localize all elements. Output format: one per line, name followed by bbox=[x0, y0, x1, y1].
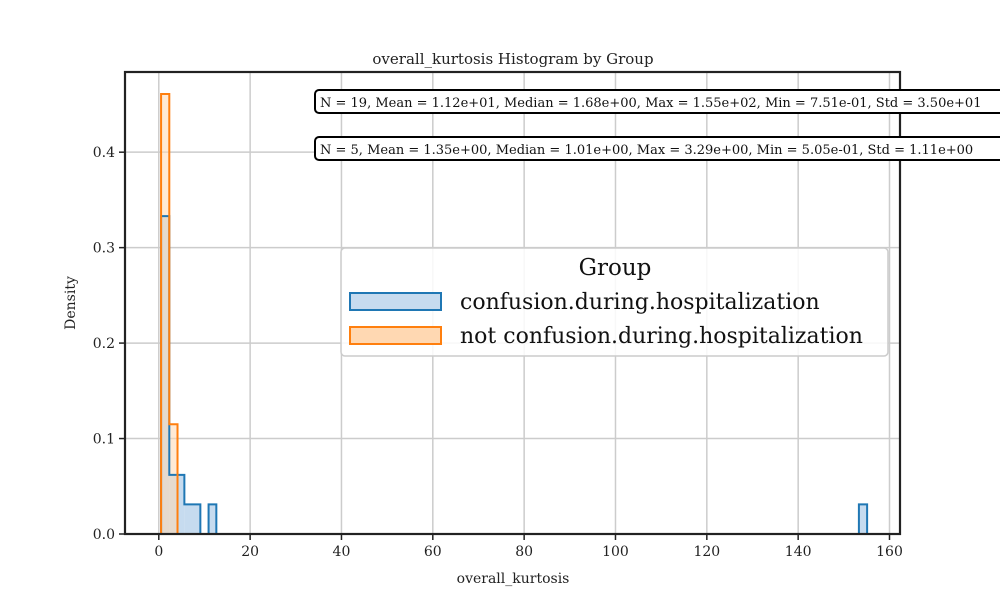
x-tick-label: 100 bbox=[602, 544, 629, 560]
x-tick-label: 160 bbox=[876, 544, 903, 560]
y-tick-label: 0.1 bbox=[93, 432, 115, 448]
legend-title: Group bbox=[579, 255, 652, 281]
legend: Group confusion.during.hospitalization n… bbox=[340, 247, 889, 357]
axes: 0 20 40 60 80 100 120 140 160 0.0 0.1 0.2 0.3 0.4 bbox=[93, 70, 903, 560]
y-axis-label: Density bbox=[63, 276, 79, 330]
histogram-bars bbox=[160, 92, 869, 535]
legend-swatch-confusion bbox=[349, 292, 442, 311]
legend-label-confusion: confusion.during.hospitalization bbox=[460, 290, 820, 315]
x-tick-label: 80 bbox=[515, 544, 533, 560]
stats-text-1: N = 19, Mean = 1.12e+01, Median = 1.68e+… bbox=[320, 96, 981, 111]
chart-title: overall_kurtosis Histogram by Group bbox=[372, 50, 653, 68]
x-tick-label: 60 bbox=[424, 544, 442, 560]
plot-frame bbox=[123, 70, 902, 536]
histogram-bar-fill bbox=[184, 504, 201, 534]
x-tick-label: 40 bbox=[333, 544, 351, 560]
histogram-bar-fill bbox=[208, 504, 217, 534]
histogram-bar-fill bbox=[858, 504, 868, 534]
y-tick-label: 0.0 bbox=[93, 527, 115, 543]
stats-text-2: N = 5, Mean = 1.35e+00, Median = 1.01e+0… bbox=[320, 143, 973, 158]
histogram-step-outline bbox=[160, 215, 869, 535]
x-tick-label: 0 bbox=[154, 544, 163, 560]
histogram-step-outline bbox=[160, 92, 179, 534]
histogram-bar-fill bbox=[161, 93, 170, 535]
x-tick-label: 20 bbox=[241, 544, 259, 560]
y-tick-label: 0.4 bbox=[93, 145, 115, 161]
x-tick-label: 120 bbox=[693, 544, 720, 560]
legend-frame bbox=[340, 247, 889, 357]
legend-swatch-not-confusion bbox=[349, 326, 442, 345]
stats-annotation-1: N = 19, Mean = 1.12e+01, Median = 1.68e+… bbox=[314, 89, 1000, 114]
histogram-bar-fill bbox=[169, 424, 178, 534]
y-tick-label: 0.3 bbox=[93, 241, 115, 257]
legend-label-not-confusion: not confusion.during.hospitalization bbox=[460, 324, 863, 349]
y-tick-label: 0.2 bbox=[93, 336, 115, 352]
x-tick-label: 140 bbox=[785, 544, 812, 560]
x-axis-label: overall_kurtosis bbox=[457, 571, 570, 587]
stats-annotation-2: N = 5, Mean = 1.35e+00, Median = 1.01e+0… bbox=[314, 136, 1000, 161]
